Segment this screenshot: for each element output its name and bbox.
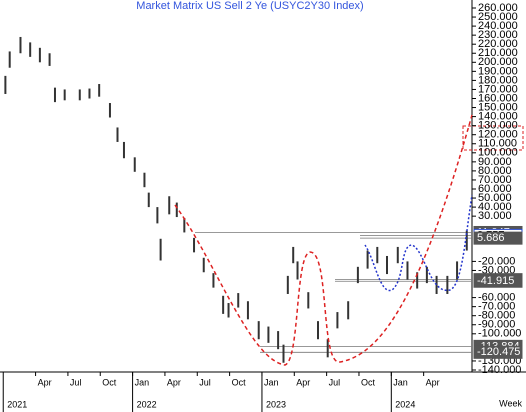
x-tick-label: Oct <box>102 377 117 387</box>
level-label: -120.475 <box>477 346 520 358</box>
y-tick-label: 150.000 <box>478 101 518 113</box>
level-box <box>473 345 523 359</box>
y-tick-label: 90.000 <box>478 156 512 168</box>
year-label: 2023 <box>266 399 286 409</box>
pattern-curve <box>174 114 473 366</box>
y-tick-label: 160.000 <box>478 92 518 104</box>
x-tick-label: Apr <box>426 377 440 387</box>
x-tick-label: Oct <box>232 377 247 387</box>
level-box <box>473 231 523 245</box>
y-tick-label: 170.000 <box>478 83 518 95</box>
y-tick-label: 70.000 <box>478 174 512 186</box>
y-tick-label: 140.000 <box>478 111 518 123</box>
y-tick-label: 130.000 <box>478 120 518 132</box>
y-tick-label: -70.000 <box>478 301 515 313</box>
y-tick-label: -20.000 <box>478 255 515 267</box>
x-tick-label: Jan <box>135 377 150 387</box>
x-tick-label: Jan <box>393 377 408 387</box>
y-tick-label: 110.000 <box>478 138 517 150</box>
y-tick-label: -90.000 <box>478 319 515 331</box>
y-tick-label: 120.000 <box>478 129 518 141</box>
y-tick-label: 210.000 <box>478 47 518 59</box>
plot <box>4 36 472 363</box>
year-label: 2024 <box>395 399 415 409</box>
x-tick-label: Jul <box>70 377 82 387</box>
x-tick-label: Jan <box>264 377 279 387</box>
y-tick-label: 100.000 <box>478 147 518 159</box>
chart-title: Market Matrix US Sell 2 Ye (USYC2Y30 Ind… <box>136 0 363 12</box>
y-tick-label: -140.000 <box>478 364 521 376</box>
level-box <box>473 274 523 288</box>
y-tick-label: 220.000 <box>478 38 518 50</box>
y-tick-label: 60.000 <box>478 183 512 195</box>
y-tick-label: 40.000 <box>478 201 512 213</box>
y-tick-label: 80.000 <box>478 165 512 177</box>
x-tick-label: Apr <box>38 377 52 387</box>
year-label: 2022 <box>137 399 157 409</box>
y-tick-label: 180.000 <box>478 74 518 86</box>
y-tick-label: 190.000 <box>478 65 518 77</box>
y-tick-label: -100.000 <box>478 328 521 340</box>
target-box <box>462 125 524 151</box>
x-tick-label: Apr <box>167 377 181 387</box>
y-tick-label: 30.000 <box>478 210 512 222</box>
y-tick-label: -80.000 <box>478 310 515 322</box>
y-tick-label: -60.000 <box>478 292 515 304</box>
year-label: 2021 <box>7 399 27 409</box>
y-tick-label: 230.000 <box>478 29 518 41</box>
pattern-curve <box>364 194 473 292</box>
y-tick-label: 200.000 <box>478 56 518 68</box>
x-tick-label: Oct <box>361 377 376 387</box>
y-tick-label: 250.000 <box>478 11 518 23</box>
x-tick-label: Jul <box>329 377 341 387</box>
x-tick-label: Apr <box>296 377 310 387</box>
y-tick-label: 240.000 <box>478 20 518 32</box>
y-tick-label: 260.000 <box>478 2 518 14</box>
level-label: 5.686 <box>477 232 505 244</box>
level-label: -41.915 <box>477 275 514 287</box>
x-axis-label: Week <box>499 398 522 408</box>
x-tick-label: Jul <box>199 377 211 387</box>
y-tick-label: 50.000 <box>478 192 512 204</box>
